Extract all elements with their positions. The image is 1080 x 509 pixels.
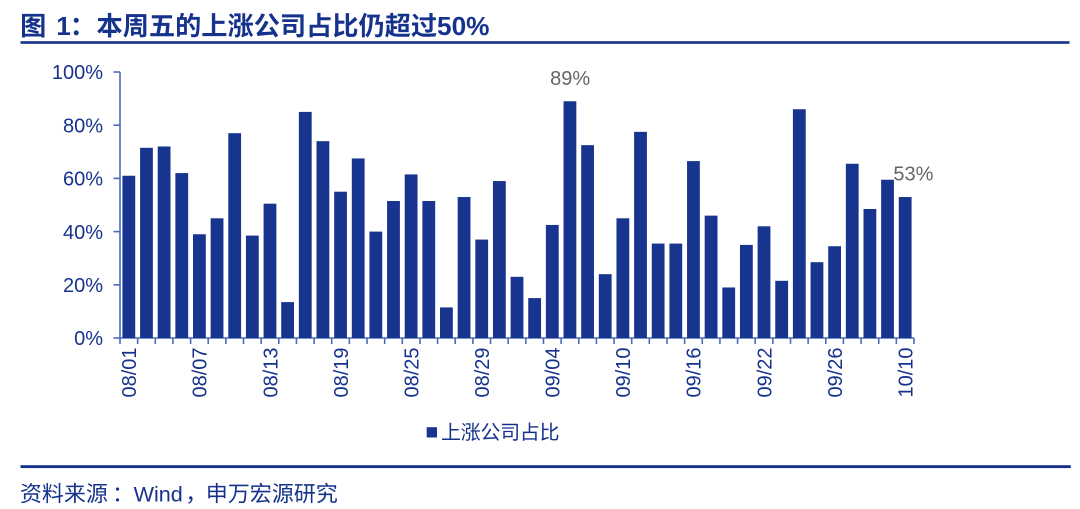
svg-text:08/13: 08/13 [260,347,282,397]
svg-text:1: 1 [56,11,71,41]
svg-text:09/10: 09/10 [613,347,635,397]
svg-text:53%: 53% [893,164,933,186]
svg-text:0%: 0% [74,328,103,350]
svg-text:08/25: 08/25 [401,347,423,397]
svg-text:10/10: 10/10 [896,347,918,397]
svg-text:09/16: 09/16 [684,347,706,397]
svg-text:89%: 89% [550,68,590,90]
svg-text:80%: 80% [63,115,103,137]
svg-text:08/01: 08/01 [119,347,141,397]
svg-text:40%: 40% [63,222,103,244]
svg-text:09/04: 09/04 [543,347,565,397]
svg-text:20%: 20% [63,275,103,297]
svg-text:08/19: 08/19 [331,347,353,397]
svg-text:09/26: 09/26 [825,347,847,397]
svg-text:08/07: 08/07 [190,347,212,397]
svg-text:08/29: 08/29 [472,347,494,397]
svg-text:50%: 50% [437,11,489,41]
svg-text:100%: 100% [52,62,103,84]
svg-text:09/22: 09/22 [754,347,776,397]
svg-text:Wind: Wind [134,481,183,506]
svg-text:60%: 60% [63,169,103,191]
